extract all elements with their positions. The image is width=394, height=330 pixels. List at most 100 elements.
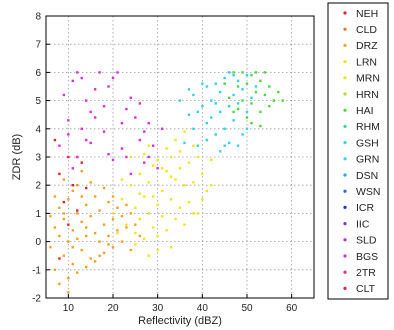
scatter-point (201, 198, 204, 201)
scatter-point (241, 71, 244, 74)
scatter-point (219, 150, 222, 153)
scatter-point (129, 155, 133, 159)
scatter-point (192, 93, 195, 97)
scatter-point (236, 85, 240, 88)
scatter-point (89, 257, 92, 260)
legend-label: GRN (356, 154, 379, 166)
legend-item-hrn: HRN (343, 89, 379, 101)
scatter-point (214, 133, 217, 136)
scatter-point (156, 167, 159, 170)
scatter-point (98, 254, 101, 257)
scatter-point (71, 262, 74, 266)
scatter-point (102, 223, 106, 226)
series-drz (49, 169, 141, 294)
scatter-point (138, 217, 141, 221)
scatter-point (250, 121, 253, 125)
scatter-point (62, 93, 66, 97)
scatter-point (116, 71, 119, 74)
scatter-point (107, 234, 110, 238)
scatter-point (245, 74, 249, 77)
scatter-point (49, 246, 52, 249)
scatter-point (187, 113, 191, 116)
scatter-point (227, 141, 231, 145)
x-tick-label: 60 (286, 303, 298, 314)
scatter-point (107, 200, 110, 204)
scatter-point (174, 138, 177, 142)
scatter-point (214, 102, 217, 105)
scatter-point (71, 246, 74, 249)
scatter-point (143, 130, 146, 133)
scatter-point (102, 130, 106, 133)
scatter-point (134, 206, 137, 209)
scatter-point (71, 167, 74, 170)
scatter-point (53, 226, 57, 229)
scatter-point (143, 161, 146, 164)
legend-marker (343, 124, 347, 128)
scatter-point (58, 172, 61, 176)
legend-marker (343, 76, 347, 80)
legend-item-bgs: BGS (343, 251, 378, 263)
legend-marker (343, 286, 347, 290)
y-tick-label: -1 (32, 265, 41, 276)
scatter-point (120, 215, 124, 218)
scatter-point (102, 186, 106, 190)
scatter-point (76, 184, 79, 187)
scatter-point (169, 198, 173, 201)
scatter-point (236, 144, 240, 147)
scatter-point (125, 203, 128, 207)
x-tick-label: 10 (63, 303, 75, 314)
scatter-point (227, 71, 231, 74)
scatter-point (169, 175, 173, 178)
scatter-point (138, 234, 141, 238)
legend-marker (343, 254, 347, 258)
scatter-point (85, 99, 88, 102)
x-tick-label: 40 (197, 303, 209, 314)
legend-marker (343, 141, 347, 145)
scatter-point (85, 226, 88, 229)
legend-marker (343, 11, 347, 15)
scatter-point (76, 155, 79, 159)
legend-marker (343, 92, 347, 96)
legend-item-iic: IIC (343, 218, 370, 230)
scatter-point (205, 85, 208, 88)
legend-label: IIC (356, 218, 370, 230)
legend-box (327, 2, 389, 300)
scatter-point (210, 116, 213, 119)
scatter-point (143, 237, 146, 240)
scatter-point (85, 265, 88, 269)
scatter-point (169, 246, 173, 249)
scatter-point (138, 138, 141, 142)
scatter-point (76, 237, 79, 240)
legend-label: SLD (356, 235, 377, 247)
scatter-point (80, 248, 83, 252)
scatter-point (76, 212, 79, 215)
scatter-point (58, 144, 61, 147)
scatter-point (71, 79, 74, 83)
legend-label: HRN (356, 89, 379, 101)
scatter-point (93, 231, 97, 235)
scatter-point (178, 206, 182, 209)
legend-item-wsn: WSN (343, 186, 381, 198)
x-tick-label: 20 (107, 303, 119, 314)
scatter-point (111, 212, 115, 215)
legend-label: CLD (356, 24, 377, 36)
legend-marker (343, 27, 347, 31)
scatter-point (120, 121, 124, 125)
scatter-point (160, 215, 164, 218)
scatter-point (67, 277, 70, 280)
y-tick-label: 5 (35, 96, 41, 107)
scatter-point (98, 71, 101, 74)
scatter-point (147, 181, 150, 184)
scatter-point (196, 144, 200, 147)
scatter-point (71, 184, 74, 187)
scatter-point (272, 99, 275, 102)
scatter-point (245, 127, 249, 130)
x-tick-labels: 10 20 30 40 50 60 (63, 294, 298, 314)
scatter-point (76, 71, 79, 74)
scatter-point (165, 229, 168, 232)
scatter-point (98, 209, 101, 212)
scatter-point (80, 161, 83, 164)
scatter-point (232, 119, 235, 122)
legend-item-grn: GRN (343, 154, 379, 166)
legend-marker (343, 189, 347, 193)
